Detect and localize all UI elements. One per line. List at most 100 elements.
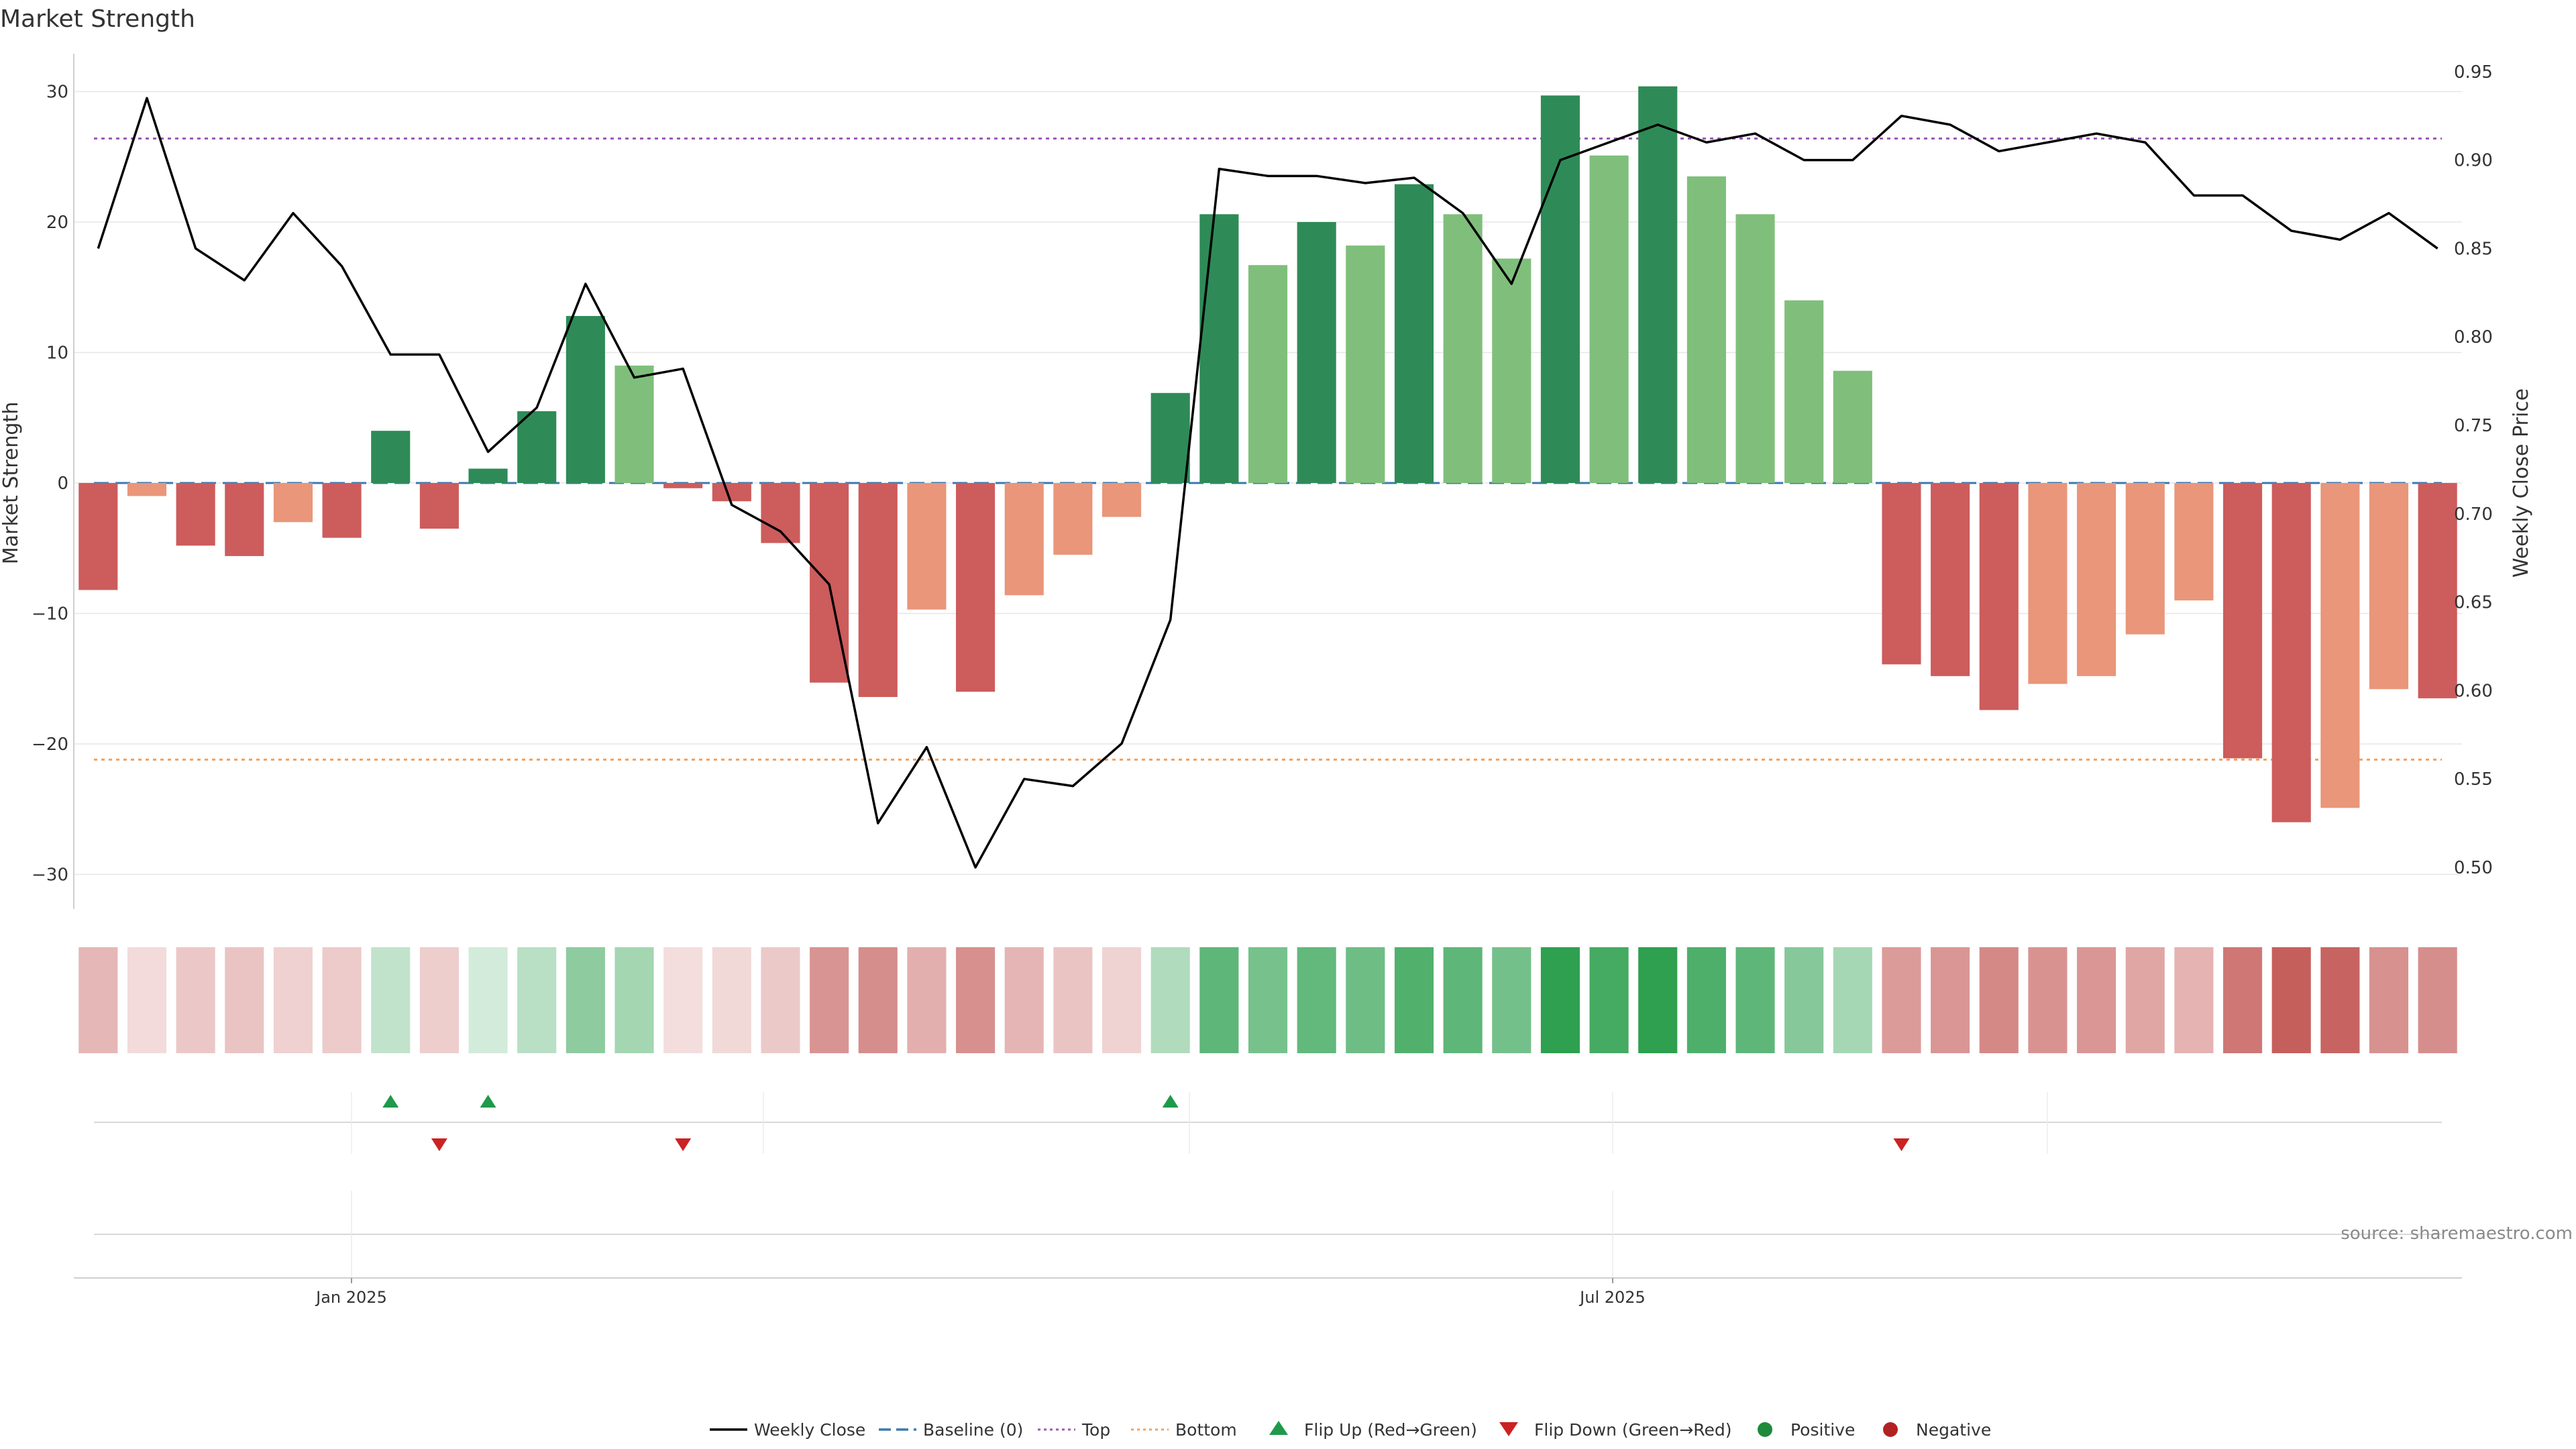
strength-cell [663, 947, 703, 1053]
strength-bar [2028, 483, 2068, 684]
legend-label: Positive [1790, 1420, 1855, 1440]
strength-cell [1735, 947, 1775, 1053]
right-tick-label: 0.90 [2454, 151, 2493, 171]
strength-cell [1882, 947, 1921, 1053]
strength-bar [761, 483, 800, 543]
strength-cell [1150, 947, 1190, 1053]
strength-bars [78, 86, 2457, 822]
strength-bar [2077, 483, 2116, 676]
date-tick-label: Jan 2025 [315, 1288, 387, 1307]
right-tick-label: 0.85 [2454, 239, 2493, 259]
strength-cell [1979, 947, 2019, 1053]
weekly-close-series [97, 97, 2438, 869]
left-tick-label: 10 [46, 343, 68, 364]
left-tick-label: 30 [46, 83, 68, 103]
strength-cell [2125, 947, 2165, 1053]
strength-bar [2369, 483, 2409, 690]
strength-cell [419, 947, 459, 1053]
strength-bar [1102, 483, 1142, 517]
legend: Weekly Close Baseline (0) Top Bottom Flip Up… [710, 1420, 1991, 1440]
strength-bar [2125, 483, 2165, 635]
strength-cell [2320, 947, 2360, 1053]
strength-cell [1686, 947, 1726, 1053]
right-tick-label: 0.60 [2454, 681, 2493, 701]
strength-bar [1735, 214, 1775, 483]
strength-cell [1346, 947, 1385, 1053]
strength-bar [1053, 483, 1093, 555]
left-tick-label: 20 [46, 213, 68, 233]
strength-bar [614, 365, 654, 483]
flip-down-marker [675, 1138, 692, 1151]
source-text: source: sharemaestro.com [2341, 1224, 2573, 1244]
strength-bar [858, 483, 898, 697]
strength-bar [1638, 86, 1678, 484]
legend-label: Top [1081, 1420, 1110, 1440]
strength-bar [1540, 95, 1580, 483]
strength-bar [1686, 176, 1726, 483]
legend-swatch [1758, 1422, 1772, 1437]
strength-cell [371, 947, 411, 1053]
flip-down-marker [431, 1138, 447, 1151]
strength-cell [1589, 947, 1629, 1053]
left-tick-label: −30 [32, 865, 68, 885]
right-tick-label: 0.55 [2454, 769, 2493, 790]
left-tick-label: −20 [32, 735, 68, 755]
strength-heat-strip [78, 947, 2457, 1053]
right-tick-label: 0.80 [2454, 327, 2493, 347]
strength-cell [517, 947, 557, 1053]
strength-bar [273, 483, 313, 523]
strength-bar [2320, 483, 2360, 808]
right-tick-label: 0.95 [2454, 62, 2493, 83]
strength-cell [322, 947, 362, 1053]
strength-bar [1248, 265, 1288, 483]
legend-label: Flip Up (Red→Green) [1304, 1420, 1477, 1440]
strength-bar [1346, 246, 1385, 483]
strength-bar [1882, 483, 1921, 665]
strength-bar [1589, 155, 1629, 483]
strength-bar [2223, 483, 2263, 759]
strength-bar [176, 483, 215, 546]
strength-cell [1784, 947, 1824, 1053]
strength-cell [614, 947, 654, 1053]
strength-cell [761, 947, 800, 1053]
legend-label: Flip Down (Green→Red) [1534, 1420, 1732, 1440]
strength-cell [1540, 947, 1580, 1053]
strength-bar [712, 483, 751, 502]
flip-down-marker [1893, 1138, 1910, 1151]
y-axis-label-right: Weekly Close Price [2510, 388, 2533, 578]
strength-cell [468, 947, 508, 1053]
right-tick-label: 0.75 [2454, 416, 2493, 436]
left-tick-label: −10 [32, 604, 68, 625]
weekly-close-line [97, 97, 2438, 869]
legend-label: Baseline (0) [923, 1420, 1023, 1440]
strength-bar [566, 316, 605, 483]
strength-bar [1004, 483, 1044, 596]
strength-bar [1492, 258, 1532, 483]
strength-bar [956, 483, 996, 692]
strength-bar [517, 411, 557, 483]
legend-swatch [1269, 1421, 1288, 1435]
right-tick-label: 0.65 [2454, 593, 2493, 613]
legend-label: Bottom [1175, 1420, 1237, 1440]
strength-cell [712, 947, 751, 1053]
strength-cell [2369, 947, 2409, 1053]
flip-up-marker [382, 1095, 399, 1108]
flip-markers-panel [94, 1092, 2442, 1154]
strength-cell [225, 947, 264, 1053]
strength-cell [907, 947, 947, 1053]
chart-title: Market Strength [0, 5, 195, 33]
strength-bar [2418, 483, 2457, 698]
strength-bar [1784, 300, 1824, 483]
strength-cell [2077, 947, 2116, 1053]
strength-bar [2271, 483, 2311, 822]
y-axis-label-left: Market Strength [0, 402, 23, 564]
strength-bar [1199, 214, 1239, 483]
strength-bar [468, 468, 508, 483]
strength-bar [1150, 392, 1190, 483]
strength-bar [907, 483, 947, 610]
strength-cell [1833, 947, 1872, 1053]
strength-cell [273, 947, 313, 1053]
strength-cell [1297, 947, 1336, 1053]
right-tick-label: 0.70 [2454, 504, 2493, 525]
